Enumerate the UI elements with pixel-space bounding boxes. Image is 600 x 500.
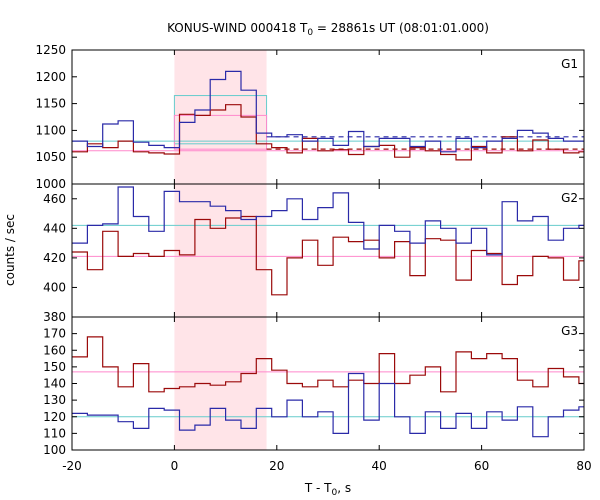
interval-average-box-red — [173, 114, 268, 150]
y-tick-label: 1000 — [35, 177, 66, 191]
panel-label: G3 — [561, 324, 578, 338]
y-tick-label: 130 — [43, 393, 66, 407]
y-tick-label: 110 — [43, 426, 66, 440]
panel-g1: 1000 1050 1100 1150 1200 1250 G1 — [35, 43, 585, 191]
series-red-g2 — [72, 215, 584, 296]
x-tick-label: 0 — [171, 459, 179, 473]
series-blue-g2 — [72, 186, 584, 256]
y-tick-label: 380 — [43, 310, 66, 324]
y-tick-label: 1150 — [35, 97, 66, 111]
panel-frame — [71, 183, 585, 318]
highlight-interval — [174, 184, 267, 317]
chart-title: KONUS-WIND 000418 T0 = 28861s UT (08:01:… — [167, 21, 489, 38]
y-tick-label: 1100 — [35, 123, 66, 137]
y-tick-label: 150 — [43, 360, 66, 374]
y-tick-label: 120 — [43, 410, 66, 424]
y-tick-label: 1250 — [35, 43, 66, 57]
y-tick-label: 100 — [43, 443, 66, 457]
panels-group: 100010501100115012001250G138040042044046… — [35, 43, 591, 473]
y-tick-label: 440 — [43, 221, 66, 235]
y-tick-label: 420 — [43, 251, 66, 265]
series-red-g1 — [72, 104, 584, 161]
y-tick-label: 140 — [43, 377, 66, 391]
y-tick-label: 160 — [43, 343, 66, 357]
x-tick-label: 20 — [269, 459, 284, 473]
panel-frame — [71, 49, 585, 185]
y-tick-label: 1050 — [35, 150, 66, 164]
x-tick-label: 60 — [474, 459, 489, 473]
series-red-g3 — [72, 336, 584, 393]
y-axis-title: counts / sec — [3, 214, 17, 286]
panel-label: G2 — [561, 191, 578, 205]
panel-g2: 380 400 420 440 460 G2 — [43, 183, 585, 324]
y-tick-label: 170 — [43, 327, 66, 341]
y-tick-label: 1200 — [35, 70, 66, 84]
x-axis-title: T - T0, s — [304, 481, 351, 498]
y-tick-label: 400 — [43, 280, 66, 294]
panel-g3: 100 110 120 130 140 150 160 170 G3 — [43, 316, 585, 457]
x-tick-label: 80 — [576, 459, 591, 473]
y-tick-label: 460 — [43, 192, 66, 206]
series-blue-g1 — [72, 70, 584, 153]
x-tick-label: -20 — [62, 459, 82, 473]
x-tick-label: 40 — [372, 459, 387, 473]
panel-label: G1 — [561, 57, 578, 71]
series-blue-g3 — [72, 372, 584, 438]
